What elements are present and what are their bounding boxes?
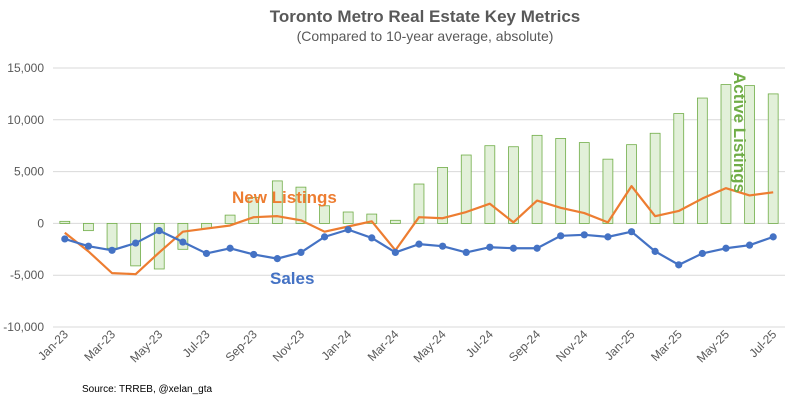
x-tick-label: Jul-23 [180,327,213,360]
bar-active-listings-May-23 [153,222,165,270]
x-tick-label: Jul-25 [746,327,779,360]
grid [53,67,785,328]
bar-active-listings-Mar-24 [390,219,401,224]
bar-active-listings-Jun-25 [744,85,755,224]
point-sales-Jul-25 [769,233,777,241]
x-tick-label: Nov-24 [553,327,590,364]
x-tick-label: May-24 [411,327,449,365]
bar-active-listings-Aug-24 [508,146,519,224]
y-tick-label: 15,000 [7,61,44,75]
y-axis-ticks: 15,000 10,000 5,000 0 -5,000 -10,000 [3,61,44,334]
point-sales-Mar-23 [108,246,116,254]
point-sales-Jun-25 [745,241,754,249]
x-tick-label: Nov-23 [270,327,307,364]
sales-label: Sales [270,269,314,288]
point-sales-Dec-23 [320,233,329,241]
bar-active-listings-Nov-23 [295,186,307,224]
bar-active-listings-Mar-25 [673,113,685,224]
x-tick-label: Mar-23 [81,327,118,364]
bar-active-listings-Oct-24 [555,138,567,224]
active-listings-label: Active Listings [730,72,749,193]
x-tick-label: May-25 [694,327,732,365]
bar-active-listings-Jun-24 [460,154,472,224]
point-sales-Jan-24 [344,226,352,234]
point-sales-Sep-24 [533,244,541,252]
chart-title: Toronto Metro Real Estate Key Metrics [270,7,580,26]
point-sales-Feb-25 [651,247,659,255]
chart-subtitle: (Compared to 10-year average, absolute) [297,28,554,44]
bar-active-listings-Mar-23 [106,222,118,249]
series-lines [61,185,777,276]
point-sales-Jun-23 [179,238,187,246]
bar-active-listings-Apr-24 [413,183,425,224]
bar-active-listings-May-25 [720,84,732,224]
bar-active-listings-Sep-24 [531,134,543,224]
new-listings-label: New Listings [232,188,337,207]
point-sales-Apr-23 [132,239,140,247]
point-sales-Feb-23 [84,242,93,250]
x-tick-label: May-23 [127,327,165,365]
bar-active-listings-May-24 [437,167,448,224]
x-tick-label: Sep-23 [223,327,260,364]
source-note: Source: TRREB, @xelan_gta [82,384,212,395]
y-tick-label: 5,000 [14,165,44,179]
bar-active-listings-Jul-25 [767,93,779,224]
bar-active-listings-Nov-24 [578,142,590,224]
x-tick-label: Sep-24 [506,327,543,364]
y-tick-label: -10,000 [3,320,44,334]
point-sales-Aug-24 [509,244,518,252]
bar-active-listings-Dec-24 [602,158,614,224]
bar-active-listings-Dec-23 [319,205,330,224]
point-sales-Nov-24 [580,231,588,239]
bar-active-listings-Sep-23 [248,197,260,224]
bar-active-listings-Jan-23 [59,220,71,224]
point-sales-Jan-23 [61,235,69,243]
point-sales-Oct-23 [273,255,281,263]
point-sales-Apr-25 [698,249,706,258]
point-sales-Apr-24 [415,240,423,248]
x-tick-label: Jan-24 [318,327,354,363]
bar-active-listings-Aug-23 [224,214,236,224]
line-new-listings [64,185,774,276]
point-sales-May-23 [155,227,163,235]
y-tick-label: 10,000 [7,113,44,127]
bar-active-listings-Feb-25 [649,132,661,224]
x-tick-label: Jul-24 [463,327,496,360]
point-sales-Jul-24 [486,243,494,251]
point-sales-Sep-23 [250,250,258,259]
point-sales-Jul-23 [202,249,211,258]
bar-active-listings-Apr-25 [696,97,708,224]
y-tick-label: 0 [37,216,44,230]
point-sales-Nov-23 [297,248,305,257]
x-tick-label: Mar-25 [648,327,685,364]
point-sales-Mar-24 [391,248,399,257]
bar-active-listings-Jan-24 [342,211,354,224]
point-sales-Jun-24 [462,248,470,257]
point-sales-Aug-23 [226,244,234,252]
point-sales-Feb-24 [368,234,376,242]
point-sales-Dec-24 [604,233,612,241]
point-sales-Oct-24 [557,232,565,240]
y-tick-label: -5,000 [10,268,44,282]
bar-active-listings-Feb-24 [366,213,378,224]
x-axis-ticks: Jan-23 Mar-23 May-23 Jul-23 Sep-23 Nov-23 Jan-… [35,327,779,365]
point-sales-May-24 [439,242,447,250]
point-sales-May-25 [722,244,730,252]
bar-active-listings-Jul-24 [484,145,496,224]
point-sales-Jan-25 [627,228,636,236]
bar-active-listings-Oct-23 [271,180,283,224]
x-tick-label: Jan-25 [602,327,638,363]
point-sales-Mar-25 [675,261,683,269]
bar-active-listings-Feb-23 [83,222,94,232]
x-tick-label: Mar-24 [365,327,402,364]
bar-active-listings-Jan-25 [626,144,637,224]
